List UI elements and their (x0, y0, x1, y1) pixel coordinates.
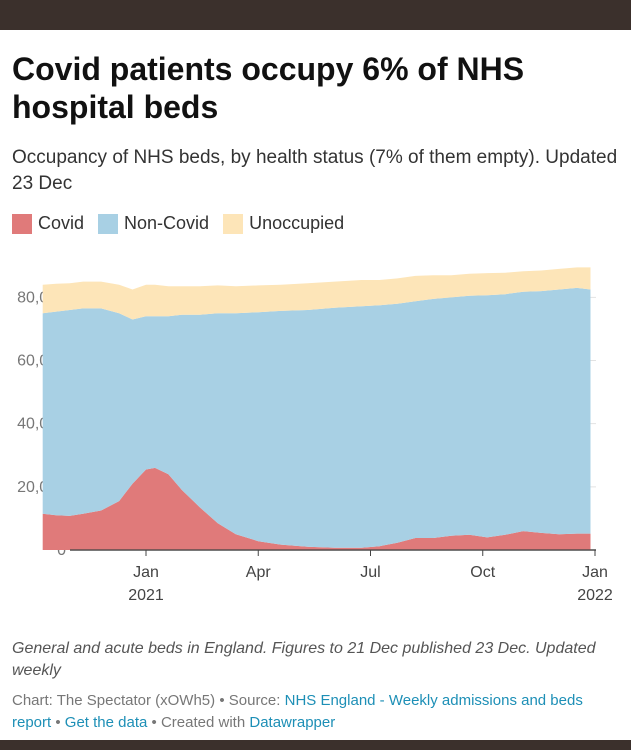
datawrapper-link[interactable]: Datawrapper (249, 714, 336, 731)
source-link[interactable]: NHS England - Weekly admissions and beds… (12, 692, 583, 731)
get-data-link[interactable]: Get the data (64, 714, 148, 731)
credit-created-with: Created with (160, 714, 246, 731)
legend-swatch-non-covid (98, 213, 119, 234)
legend-label-non-covid: Non-Covid (124, 213, 210, 233)
legend-item-covid: Covid (12, 213, 84, 234)
legend-item-non-covid: Non-Covid (98, 213, 209, 234)
chart-notes: General and acute beds in England. Figur… (12, 640, 596, 679)
top-bar (0, 0, 631, 30)
credit-source-prefix: Source: (228, 692, 281, 709)
x-tick-label: Oct (470, 564, 495, 581)
credit-separator: • (219, 692, 225, 709)
credit-separator: • (151, 714, 157, 731)
non-covid-area (42, 287, 591, 548)
legend-swatch-covid (12, 213, 32, 234)
x-tick-label: Jul (360, 564, 380, 581)
bottom-bar (0, 740, 631, 750)
x-tick-label: Jan (582, 564, 608, 581)
covid-area (42, 467, 591, 550)
legend-label-covid: Covid (38, 213, 85, 233)
credit-chart-label: Chart: The Spectator (xOWh5) (12, 692, 216, 709)
x-tick-year-label: 2022 (577, 587, 613, 604)
y-tick-label: 0 (57, 542, 66, 559)
x-tick-year-label: 2021 (128, 587, 164, 604)
x-tick-label: Apr (246, 564, 272, 581)
chart-title: Covid patients occupy 6% of NHS hospital… (12, 51, 525, 125)
legend-label-unoccupied: Unoccupied (249, 213, 345, 233)
legend: Covid Non-Covid Unoccupied (12, 213, 358, 234)
x-tick-label: Jan (133, 564, 159, 581)
chart-credits: Chart: The Spectator (xOWh5) • Source: N… (12, 690, 622, 734)
legend-item-unoccupied: Unoccupied (223, 213, 344, 234)
unoccupied-area (42, 267, 591, 320)
credit-separator: • (55, 714, 61, 731)
chart-subtitle: Occupancy of NHS beds, by health status … (12, 147, 618, 194)
legend-swatch-unoccupied (223, 213, 244, 234)
